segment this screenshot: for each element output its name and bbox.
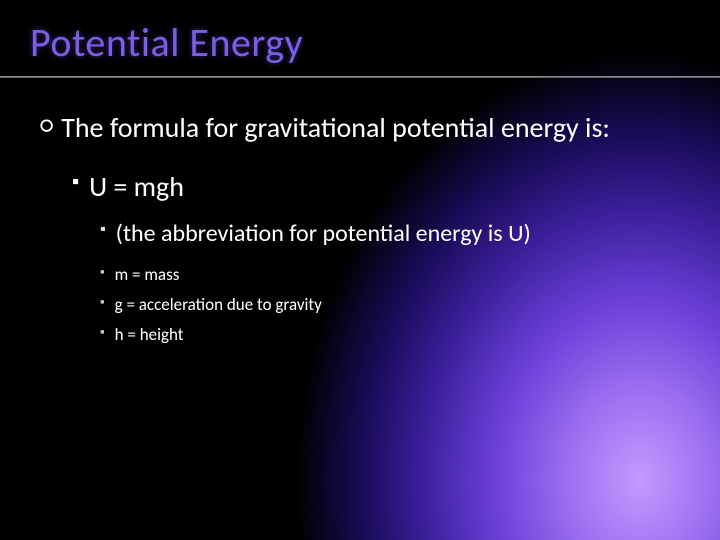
hollow-circle-icon: ○ (40, 110, 53, 141)
bullet-level4: ▪ m = mass (100, 263, 690, 287)
square-bullet-icon: ▪ (100, 218, 106, 242)
square-bullet-icon: ▪ (100, 263, 105, 284)
bullet-text: (the abbreviation for potential energy i… (116, 218, 531, 249)
bullet-text: g = acceleration due to gravity (115, 293, 322, 317)
bullet-level4: ▪ h = height (100, 323, 690, 347)
bullet-level2: ▪ U = mgh (72, 169, 690, 204)
bullet-level3: ▪ (the abbreviation for potential energy… (100, 218, 690, 249)
title-divider (0, 76, 720, 78)
square-bullet-icon: ▪ (100, 323, 105, 344)
bullet-text: h = height (115, 323, 184, 347)
bullet-text: m = mass (115, 263, 180, 287)
bullet-text: The formula for gravitational potential … (61, 110, 610, 145)
bullet-level1: ○ The formula for gravitational potentia… (40, 110, 690, 145)
slide-title: Potential Energy (30, 18, 690, 67)
square-bullet-icon: ▪ (72, 169, 79, 195)
slide-body: ○ The formula for gravitational potentia… (40, 110, 690, 347)
square-bullet-icon: ▪ (100, 293, 105, 314)
bullet-text: U = mgh (89, 169, 184, 204)
bullet-level4: ▪ g = acceleration due to gravity (100, 293, 690, 317)
